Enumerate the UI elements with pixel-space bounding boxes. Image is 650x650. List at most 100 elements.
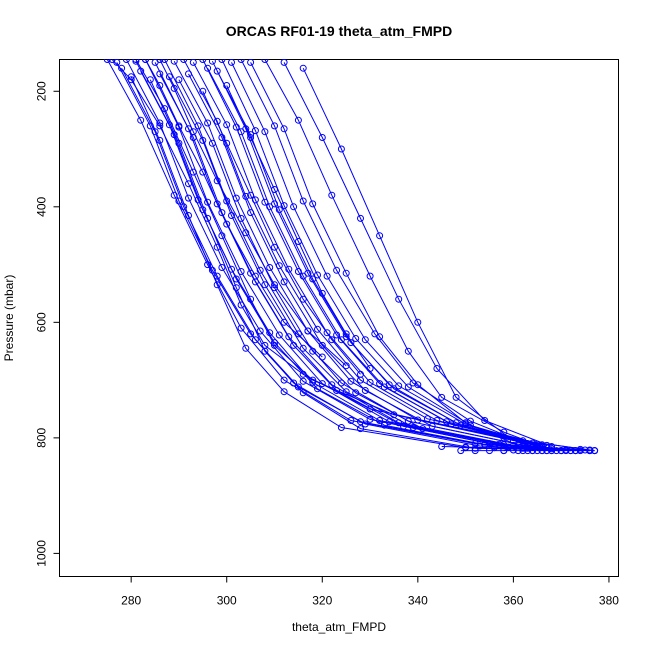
data-point (237, 128, 245, 136)
plot-area-frame (59, 59, 619, 577)
data-point (290, 203, 298, 211)
data-point (185, 212, 192, 219)
data-point (452, 393, 460, 401)
data-point (314, 325, 321, 333)
data-point (280, 59, 288, 66)
data-point (161, 105, 169, 113)
series-line (302, 67, 514, 442)
data-point (213, 67, 221, 75)
data-point (266, 264, 274, 271)
data-point (428, 422, 436, 430)
data-point (337, 336, 345, 344)
data-point (199, 87, 207, 95)
y-axis-label: Pressure (mbar) (2, 275, 16, 362)
data-point (237, 59, 245, 63)
data-point (280, 318, 288, 326)
data-point (151, 128, 159, 136)
data-point (247, 59, 255, 66)
data-point (438, 393, 446, 401)
data-point (299, 197, 307, 205)
data-point (103, 59, 111, 63)
data-point (156, 82, 164, 89)
data-point (175, 122, 183, 130)
data-point (189, 59, 197, 66)
data-point (318, 134, 326, 141)
series-line (202, 91, 361, 375)
data-point (261, 281, 269, 289)
data-point (261, 128, 269, 136)
data-point (271, 243, 278, 251)
series-line (106, 59, 595, 452)
series-line (145, 59, 323, 358)
x-tick-label: 320 (312, 594, 332, 608)
data-point (572, 447, 579, 455)
data-point (256, 327, 264, 335)
x-axis-label: theta_atm_FMPD (292, 620, 386, 634)
data-point (347, 377, 355, 385)
data-point (299, 389, 307, 397)
data-point (357, 425, 364, 433)
data-point (180, 59, 188, 63)
data-point (509, 437, 517, 445)
data-point (218, 134, 226, 141)
data-point (309, 376, 317, 384)
data-point (299, 377, 307, 385)
data-point (404, 347, 412, 355)
data-point (170, 59, 178, 65)
data-point (357, 370, 364, 378)
data-point (170, 131, 178, 139)
x-axis: 280 300 320 340 360 380 (121, 576, 619, 608)
data-point (299, 64, 307, 72)
data-point (108, 59, 116, 63)
plot-series-group (103, 59, 599, 455)
data-point (519, 444, 527, 452)
data-point (591, 447, 599, 455)
x-tick-label: 380 (599, 594, 619, 608)
data-point (261, 341, 269, 349)
data-point (361, 336, 369, 344)
data-point (462, 443, 470, 451)
data-point (223, 121, 231, 129)
data-point (247, 295, 255, 303)
data-point (490, 444, 498, 452)
data-point (142, 59, 149, 63)
data-point (213, 272, 221, 280)
data-point (156, 59, 164, 63)
series-line (168, 76, 562, 452)
data-point (433, 365, 441, 372)
data-point (223, 220, 231, 228)
data-point (409, 424, 417, 431)
y-tick-label: 600 (35, 312, 49, 332)
data-point (414, 318, 422, 326)
data-point (208, 59, 216, 65)
data-point (271, 186, 278, 193)
data-point (328, 191, 336, 199)
data-point (352, 335, 360, 342)
data-point (185, 194, 192, 202)
data-point (299, 344, 307, 352)
data-point (299, 370, 307, 378)
data-point (290, 379, 298, 387)
series-line (211, 60, 548, 451)
data-point (529, 447, 536, 455)
data-point (419, 425, 427, 433)
data-point (271, 281, 278, 289)
x-tick-label: 280 (121, 594, 141, 608)
series-line (192, 62, 552, 452)
series-line (178, 79, 552, 452)
data-point (223, 82, 231, 89)
data-point (294, 383, 302, 391)
data-point (294, 330, 302, 338)
data-point (366, 365, 374, 372)
data-point (232, 275, 240, 283)
data-point (471, 444, 479, 452)
data-point (204, 198, 212, 206)
data-point (337, 424, 345, 431)
data-point (318, 341, 326, 349)
data-point (337, 379, 345, 387)
data-point (280, 125, 288, 133)
data-point (213, 117, 221, 125)
data-point (137, 116, 145, 124)
data-point (251, 336, 259, 344)
